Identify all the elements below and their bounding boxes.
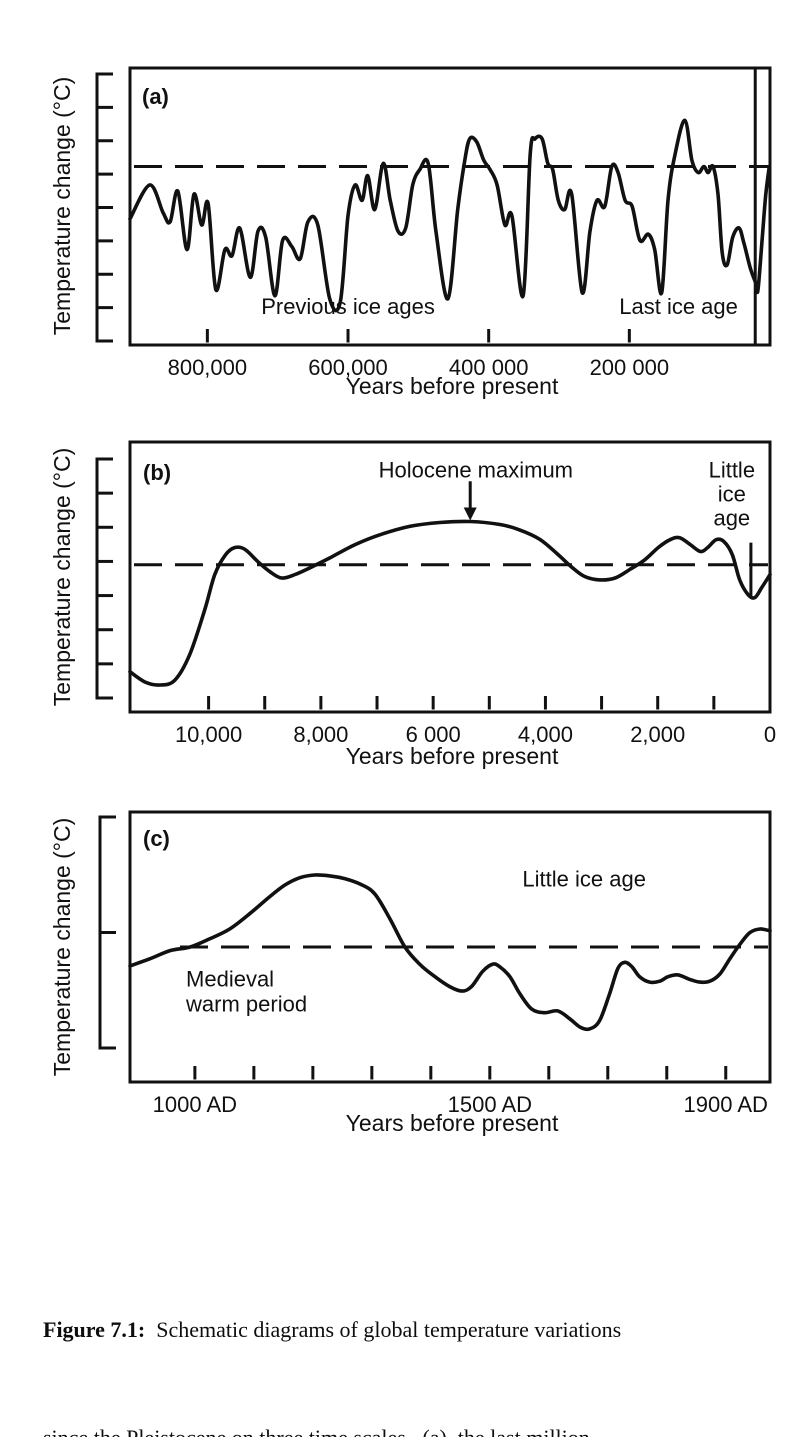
annotation-label: Little ice age: [522, 867, 646, 892]
chart-panel-a: (a) Temperature change (°C) Years before…: [49, 66, 772, 399]
annotation-label: Medieval warm period: [185, 967, 307, 1017]
y-axis-title: Temperature change (°C): [49, 818, 75, 1076]
generated-plot-content-c: 1000 AD 1500 AD 1900 AD Little ice age Medie…: [98, 815, 772, 1117]
arrow-head-icon: [463, 507, 477, 521]
y-axis-title: Temperature change (°C): [49, 77, 75, 335]
generated-plot-content-b: 10,000 8,000 6 000 4,000 2,000 0 Holocene maxi…: [95, 457, 776, 747]
temperature-curve: [128, 519, 772, 687]
figure-number: Figure 7.1:: [43, 1317, 146, 1342]
panel-letter-c: (c): [143, 826, 170, 851]
x-axis-title: Years before present: [346, 743, 559, 769]
x-tick-label: 1500 AD: [448, 1092, 532, 1117]
x-axis-title: Years before present: [346, 373, 559, 399]
plot-frame: [128, 810, 772, 1084]
caption-line: Figure 7.1: Schematic diagrams of global…: [43, 1312, 800, 1348]
plot-frame: [128, 440, 772, 714]
x-tick-label: 6 000: [406, 722, 461, 747]
x-tick-label: 0: [764, 722, 776, 747]
x-tick-label: 1900 AD: [684, 1092, 768, 1117]
temperature-curve: [128, 118, 772, 313]
y-axis-title: Temperature change (°C): [49, 448, 75, 706]
panel-letter-a: (a): [142, 84, 169, 109]
annotation-label: Last ice age: [619, 294, 738, 319]
annotation-label: Holocene maximum: [379, 457, 573, 482]
x-tick-label: 4,000: [518, 722, 573, 747]
chart-panel-b: (b) Temperature change (°C) Years before…: [49, 440, 776, 769]
x-tick-label: 1000 AD: [153, 1092, 237, 1117]
x-tick-label: 600,000: [308, 355, 388, 380]
caption-text: Schematic diagrams of global temperature…: [145, 1317, 622, 1342]
annotation-label: Little ice age: [709, 457, 755, 530]
x-tick-label: 400 000: [449, 355, 529, 380]
x-axis-title: Years before present: [346, 1110, 559, 1136]
x-tick-label: 10,000: [175, 722, 242, 747]
chart-panel-c: (c) Temperature change (°C) Years before…: [49, 810, 772, 1136]
x-tick-label: 800,000: [168, 355, 248, 380]
temperature-curve: [128, 873, 772, 1032]
panel-letter-b: (b): [143, 460, 171, 485]
plot-frame: [128, 66, 772, 347]
caption-line: since the Pleistocene on three time scal…: [43, 1420, 800, 1437]
generated-plot-content-a: 800,000 600,000 400 000 200 000 Previous ice…: [95, 68, 772, 380]
x-tick-label: 8,000: [293, 722, 348, 747]
x-tick-label: 200 000: [590, 355, 670, 380]
figure-caption: Figure 7.1: Schematic diagrams of global…: [43, 1240, 800, 1437]
x-tick-label: 2,000: [630, 722, 685, 747]
annotation-label: Previous ice ages: [261, 294, 435, 319]
